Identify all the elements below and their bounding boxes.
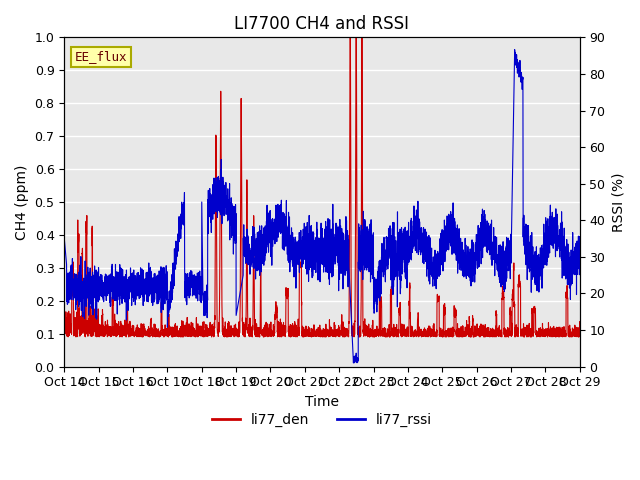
li77_den [153, 334, 161, 339]
li77_den [575, 326, 583, 332]
li77_den [60, 327, 68, 333]
li77_rssi [575, 244, 583, 250]
li77_rssi [511, 47, 518, 52]
li77_den [409, 331, 417, 336]
li77_rssi [153, 280, 161, 286]
li77_den [576, 327, 584, 333]
li77_den [353, 18, 360, 24]
Text: EE_flux: EE_flux [75, 50, 127, 63]
X-axis label: Time: Time [305, 395, 339, 409]
Line: li77_rssi: li77_rssi [64, 49, 580, 363]
li77_rssi [303, 236, 310, 241]
li77_rssi [60, 236, 68, 241]
li77_den [438, 328, 445, 334]
li77_den [486, 334, 493, 340]
Line: li77_den: li77_den [64, 21, 580, 337]
li77_rssi [349, 360, 357, 366]
Y-axis label: RSSI (%): RSSI (%) [611, 172, 625, 232]
Legend: li77_den, li77_rssi: li77_den, li77_rssi [207, 407, 438, 432]
li77_rssi [409, 246, 417, 252]
Y-axis label: CH4 (ppm): CH4 (ppm) [15, 164, 29, 240]
Title: LI7700 CH4 and RSSI: LI7700 CH4 and RSSI [234, 15, 410, 33]
li77_den [303, 329, 310, 335]
li77_rssi [576, 243, 584, 249]
li77_rssi [438, 255, 445, 261]
li77_rssi [467, 280, 474, 286]
li77_den [467, 333, 474, 338]
